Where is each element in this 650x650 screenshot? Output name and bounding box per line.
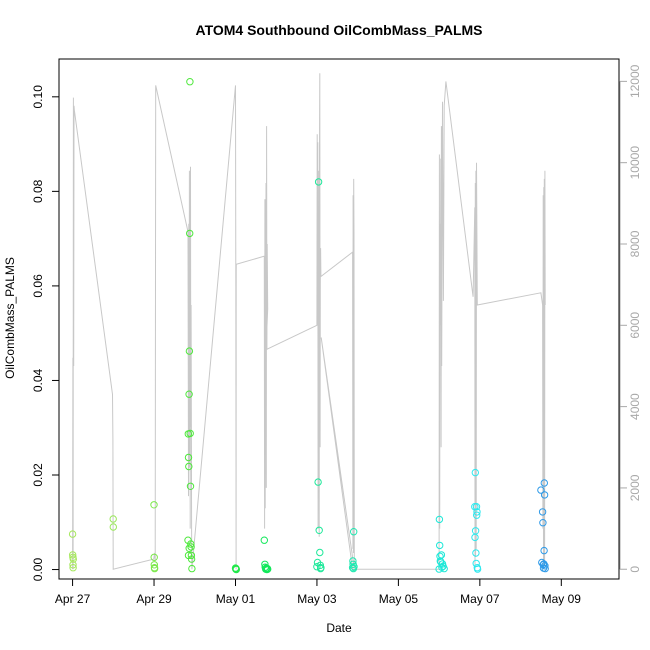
data-point <box>314 478 322 486</box>
data-point <box>187 551 196 560</box>
plot-frame <box>58 58 620 580</box>
data-point <box>540 546 548 555</box>
data-point <box>186 78 194 86</box>
y-tick-label: 0.04 <box>31 368 45 392</box>
data-point <box>541 562 549 570</box>
y2-tick-label: 4000 <box>628 393 642 420</box>
data-point <box>260 536 268 544</box>
data-point <box>69 564 77 572</box>
data-point <box>440 564 448 573</box>
data-points-layer <box>68 78 549 574</box>
data-point <box>184 551 193 560</box>
x-tick-label: May 05 <box>379 592 419 606</box>
data-point <box>232 565 241 574</box>
data-point <box>109 515 117 523</box>
data-point <box>185 544 193 552</box>
data-point <box>317 564 325 572</box>
data-point <box>537 486 545 494</box>
x-axis-label: Date <box>326 621 352 635</box>
altitude-trace-line <box>72 73 546 570</box>
data-point <box>186 229 194 238</box>
y-tick-label: 0.02 <box>31 463 45 487</box>
data-point <box>68 530 77 538</box>
altitude-trace-layer <box>72 73 546 570</box>
data-point <box>437 551 446 559</box>
data-point <box>472 503 481 511</box>
data-point <box>435 515 444 524</box>
chart-title: ATOM4 Southbound OilCombMass_PALMS <box>196 22 483 38</box>
data-point <box>437 558 445 566</box>
data-point <box>541 564 549 573</box>
data-point <box>350 563 358 571</box>
data-point <box>188 564 196 573</box>
y2-tick-label: 12000 <box>628 64 642 98</box>
data-point <box>150 501 158 509</box>
y-axis-left: 0.00 0.02 0.04 0.06 0.08 0.10 <box>31 85 59 581</box>
data-point <box>539 519 547 527</box>
data-point <box>186 482 195 490</box>
data-point <box>186 429 194 438</box>
data-point <box>473 508 481 516</box>
x-tick-label: Apr 29 <box>136 592 172 606</box>
y-axis-right: 0 2000 4000 6000 8000 10000 12000 <box>619 64 642 573</box>
data-point <box>540 479 548 487</box>
data-point <box>187 540 195 548</box>
y-tick-label: 0.10 <box>31 85 45 109</box>
data-point <box>185 390 193 398</box>
x-tick-label: May 09 <box>542 592 582 606</box>
data-point <box>472 549 480 557</box>
x-axis: Apr 27 Apr 29 May 01 May 03 May 05 May 07 May … <box>55 579 581 606</box>
y2-tick-label: 10000 <box>628 146 642 180</box>
data-point <box>313 563 321 571</box>
x-tick-label: May 07 <box>460 592 500 606</box>
data-point <box>69 561 77 569</box>
y2-tick-label: 0 <box>628 566 642 573</box>
data-point <box>314 178 323 186</box>
data-point <box>185 347 194 355</box>
data-point <box>184 453 193 462</box>
data-point <box>315 526 323 534</box>
data-point <box>150 561 159 569</box>
y2-tick-label: 2000 <box>628 474 642 501</box>
data-point <box>185 462 193 471</box>
data-point <box>316 548 324 557</box>
y2-tick-label: 8000 <box>628 230 642 257</box>
data-point <box>539 561 547 569</box>
data-point <box>69 555 78 563</box>
y-axis-label: OilCombMass_PALMS <box>3 257 17 379</box>
y-tick-label: 0.06 <box>31 274 45 298</box>
data-point <box>187 543 195 551</box>
data-point <box>350 528 358 536</box>
data-point <box>471 527 480 535</box>
data-point <box>473 565 482 573</box>
data-point <box>436 541 444 550</box>
x-tick-label: May 01 <box>216 592 256 606</box>
data-point <box>69 551 77 559</box>
data-point <box>540 560 548 568</box>
y-tick-label: 0.00 <box>31 558 45 582</box>
y2-tick-label: 6000 <box>628 312 642 339</box>
data-point <box>471 468 479 477</box>
data-point <box>538 508 547 516</box>
data-point <box>109 523 118 531</box>
x-tick-label: Apr 27 <box>55 592 91 606</box>
data-point <box>436 552 444 560</box>
data-point <box>263 564 272 573</box>
data-point <box>540 491 549 499</box>
y-tick-label: 0.08 <box>31 179 45 203</box>
x-tick-label: May 03 <box>297 592 337 606</box>
data-point <box>150 564 159 573</box>
data-point <box>349 557 357 565</box>
data-point <box>473 511 481 519</box>
data-point <box>150 553 158 561</box>
